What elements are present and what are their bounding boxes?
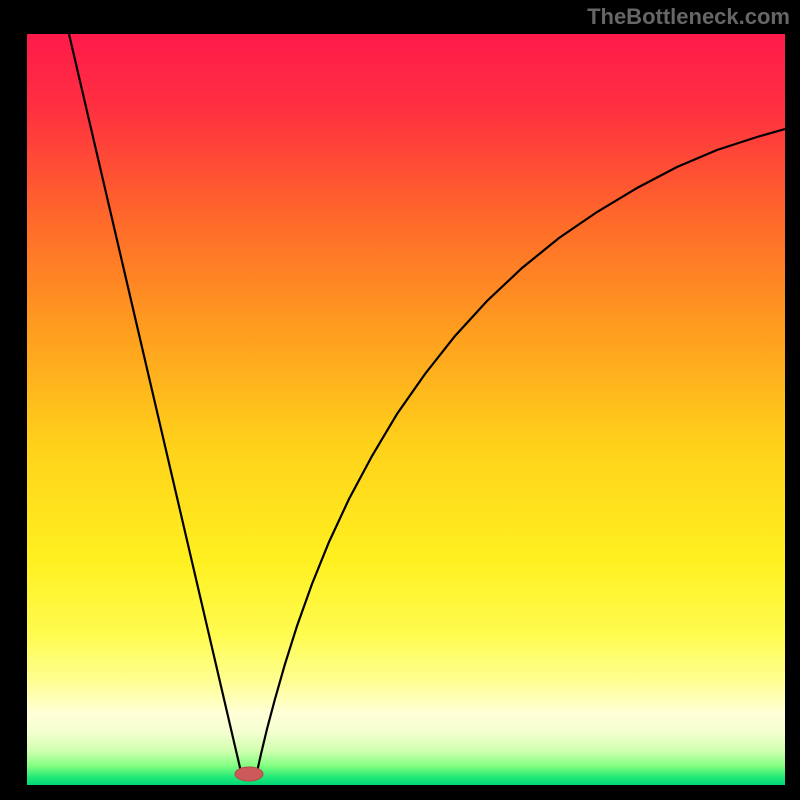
chart-frame: TheBottleneck.com <box>0 0 800 800</box>
plot-svg <box>27 34 785 785</box>
watermark-text: TheBottleneck.com <box>587 4 790 30</box>
gradient-background <box>27 34 785 785</box>
bottleneck-marker <box>235 767 263 781</box>
plot-area <box>27 34 785 785</box>
